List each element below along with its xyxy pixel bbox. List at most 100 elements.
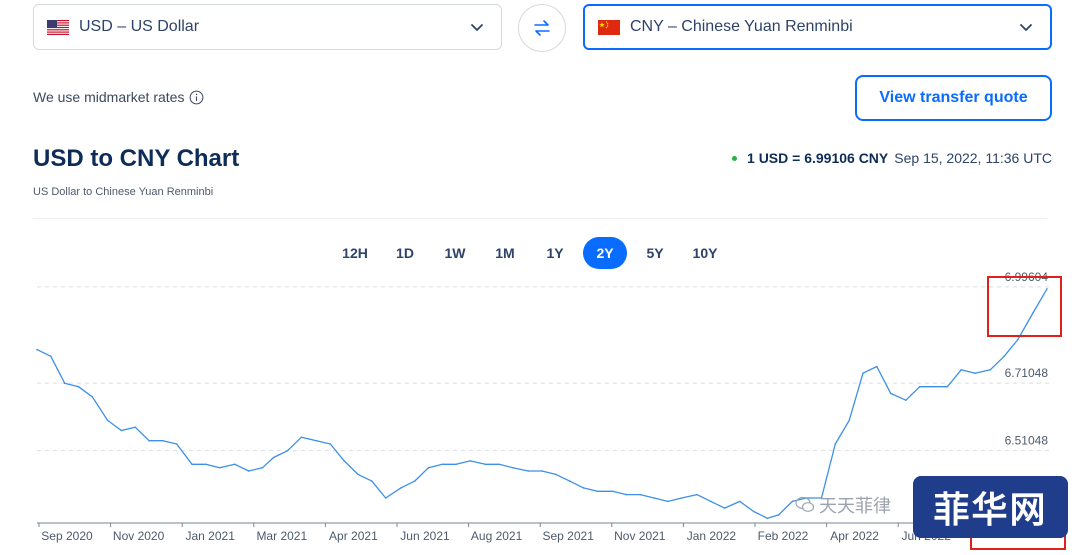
- data-point: [876, 365, 878, 368]
- data-point: [723, 507, 726, 509]
- data-point: [400, 487, 402, 489]
- x-tick-label: Aug 2021: [471, 529, 523, 543]
- data-point: [932, 385, 935, 388]
- info-icon[interactable]: [189, 90, 204, 105]
- data-point: [36, 348, 38, 351]
- data-point: [989, 369, 992, 371]
- series-line-usd-cny: [36, 288, 1048, 519]
- data-point: [834, 443, 837, 445]
- data-point: [512, 466, 514, 469]
- data-point: [175, 443, 178, 445]
- data-point: [315, 439, 318, 442]
- x-tick-label: Jan 2022: [687, 529, 737, 543]
- midmarket-notice: We use midmarket rates: [33, 89, 204, 105]
- range-button-1y[interactable]: 1Y: [546, 245, 564, 261]
- x-tick-label: Nov 2020: [113, 529, 165, 543]
- data-point: [191, 463, 193, 466]
- watermark-text: 天天菲律: [795, 492, 891, 518]
- rate-timestamp: Sep 15, 2022, 11:36 UTC: [894, 150, 1052, 166]
- data-point: [469, 460, 471, 462]
- range-button-1m[interactable]: 1M: [495, 245, 515, 261]
- data-point: [205, 463, 207, 466]
- data-point: [667, 500, 669, 503]
- data-point: [63, 382, 66, 385]
- data-point: [234, 463, 236, 466]
- data-point: [272, 456, 275, 459]
- x-tick-label: Nov 2021: [614, 529, 666, 543]
- data-point: [286, 450, 289, 452]
- site-logo-badge: 菲华网: [913, 476, 1068, 538]
- to-currency-label: CNY – Chinese Yuan Renminbi: [630, 18, 853, 35]
- chevron-down-icon: [1020, 24, 1032, 31]
- range-button-1d[interactable]: 1D: [396, 245, 414, 261]
- from-currency-select[interactable]: USD – US Dollar: [33, 4, 502, 50]
- data-point: [820, 497, 823, 499]
- data-point: [791, 500, 794, 503]
- data-point: [611, 490, 614, 493]
- data-point: [974, 372, 976, 374]
- us-flag-icon: [47, 19, 69, 35]
- data-point: [329, 443, 332, 445]
- data-point: [371, 480, 373, 482]
- swap-currencies-button[interactable]: [518, 4, 566, 52]
- range-button-1w[interactable]: 1W: [444, 245, 466, 261]
- x-tick-label: Sep 2021: [543, 529, 595, 543]
- data-point: [555, 473, 557, 476]
- y-tick-label: 6.51048: [1005, 434, 1049, 448]
- data-point: [1017, 338, 1019, 341]
- data-point: [752, 510, 755, 513]
- live-status-dot: [732, 155, 738, 161]
- range-button-10y[interactable]: 10Y: [692, 245, 718, 261]
- data-point: [596, 490, 599, 493]
- data-point: [862, 372, 864, 374]
- data-point: [162, 439, 164, 442]
- data-point: [696, 493, 698, 496]
- to-currency-select[interactable]: CNY – Chinese Yuan Renminbi: [583, 4, 1052, 50]
- x-tick-label: Feb 2022: [758, 529, 809, 543]
- data-point: [541, 470, 543, 472]
- data-point: [1046, 288, 1048, 290]
- cn-flag-icon: [598, 19, 620, 35]
- y-tick-label: 6.71048: [1005, 366, 1049, 380]
- data-point: [77, 385, 80, 388]
- x-tick-label: Jan 2021: [186, 529, 236, 543]
- data-point: [568, 480, 571, 482]
- range-button-2y[interactable]: 2Y: [583, 237, 627, 269]
- x-tick-label: Apr 2021: [329, 529, 378, 543]
- data-point: [1032, 311, 1034, 314]
- data-point: [946, 385, 949, 388]
- data-point: [50, 355, 52, 358]
- chart-title: USD to CNY Chart: [33, 145, 240, 172]
- data-point: [427, 466, 430, 469]
- current-rate: 1 USD = 6.99106 CNY Sep 15, 2022, 11:36 …: [732, 150, 1052, 166]
- data-point: [120, 429, 123, 432]
- data-point: [848, 419, 850, 422]
- data-point: [106, 419, 109, 422]
- data-point: [766, 517, 769, 520]
- wechat-icon: [795, 496, 815, 512]
- data-point: [582, 487, 585, 489]
- data-point: [384, 497, 387, 499]
- rate-value: 1 USD = 6.99106 CNY: [747, 150, 889, 166]
- data-point: [484, 463, 487, 466]
- data-point: [455, 463, 458, 466]
- data-point: [498, 463, 500, 466]
- data-point: [710, 500, 712, 503]
- range-button-5y[interactable]: 5Y: [646, 245, 664, 261]
- view-transfer-quote-button[interactable]: View transfer quote: [855, 75, 1052, 121]
- swap-icon: [534, 20, 550, 36]
- from-currency-label: USD – US Dollar: [79, 18, 200, 35]
- data-point: [413, 480, 416, 482]
- data-point: [343, 460, 346, 462]
- range-button-12h[interactable]: 12H: [342, 245, 368, 261]
- range-selector: 12H 1D 1W 1M 1Y 2Y 5Y 10Y: [333, 237, 727, 269]
- data-point: [918, 385, 921, 388]
- x-tick-label: Mar 2021: [256, 529, 307, 543]
- data-point: [247, 470, 250, 472]
- data-point: [739, 500, 741, 503]
- data-point: [625, 493, 628, 496]
- data-point: [680, 497, 683, 499]
- data-point: [148, 439, 150, 442]
- x-tick-label: Jun 2021: [400, 529, 450, 543]
